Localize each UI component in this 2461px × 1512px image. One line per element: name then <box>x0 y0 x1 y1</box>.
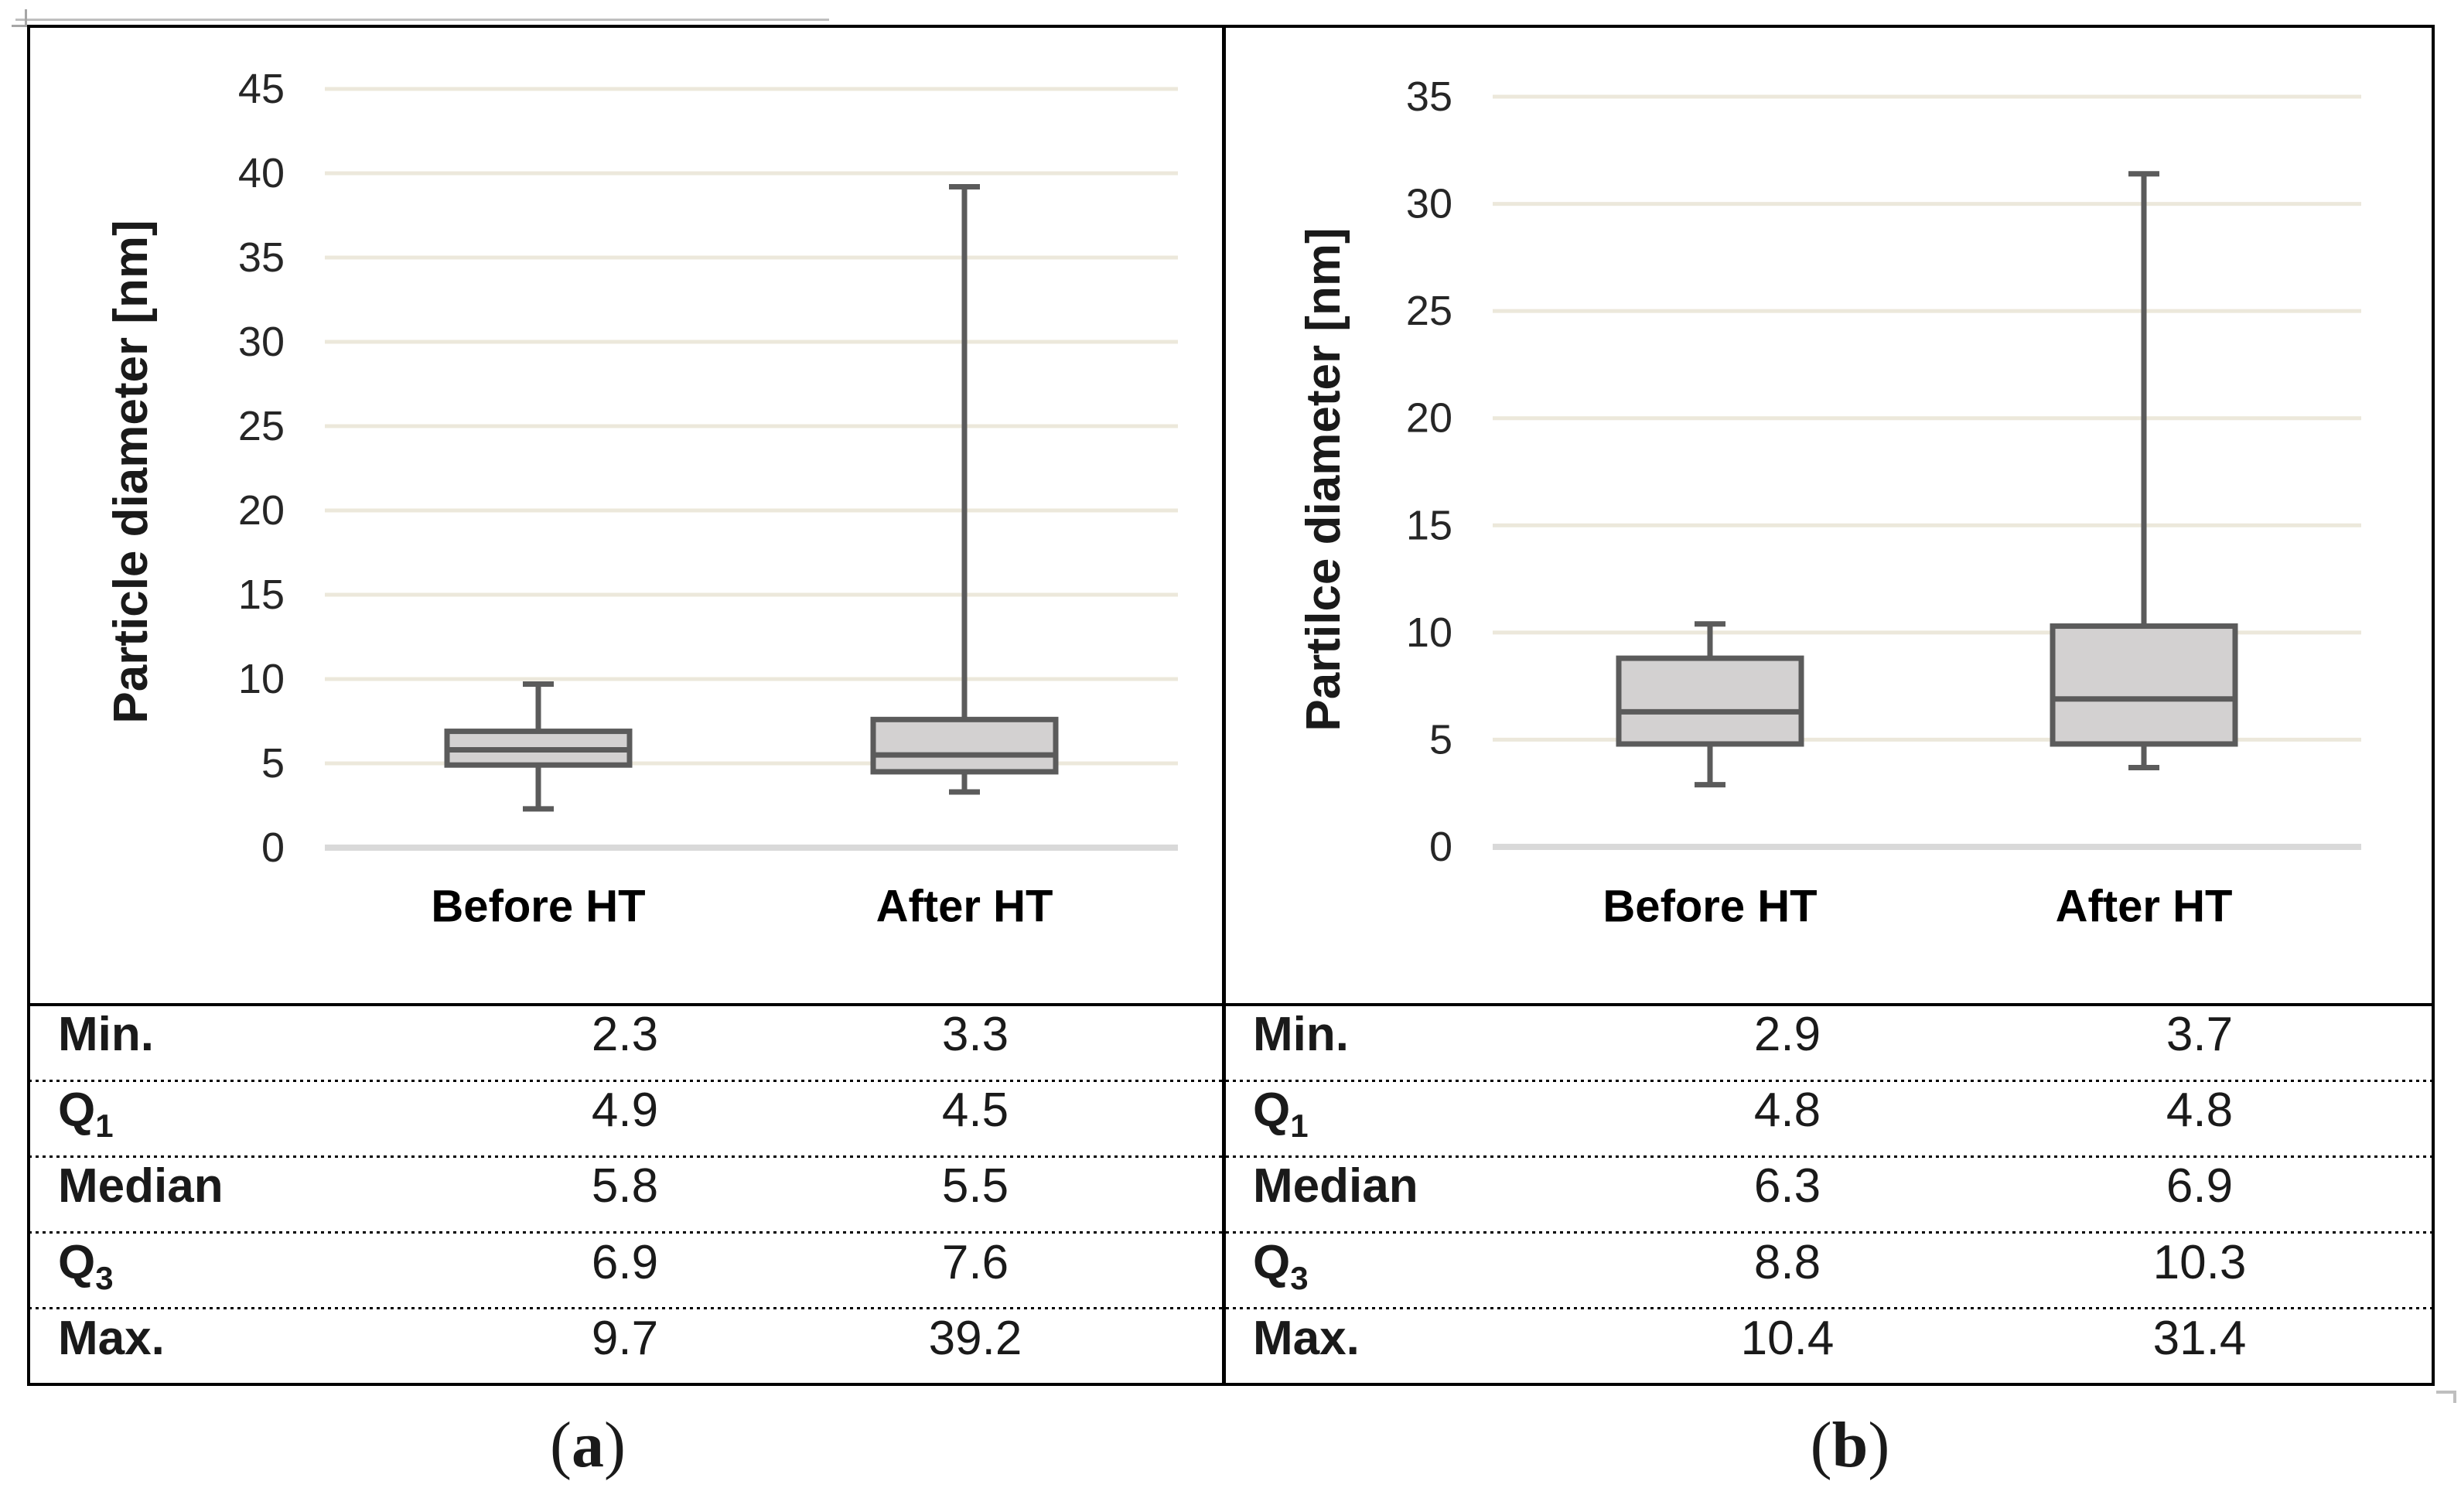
stat-value: 6.9 <box>591 1235 659 1289</box>
y-tick-label: 15 <box>1406 502 1452 548</box>
stat-value: 10.3 <box>2152 1235 2247 1289</box>
panel-caption-b: (b) <box>1811 1411 1890 1480</box>
figure-border <box>27 25 2435 1386</box>
stat-value: 6.9 <box>2166 1159 2234 1213</box>
table-corner-mark <box>12 25 27 27</box>
stat-label: Q1 <box>1253 1084 1309 1145</box>
stat-label: Median <box>58 1159 224 1213</box>
y-tick-label: 15 <box>238 572 285 618</box>
table-row-separator <box>29 1231 2433 1234</box>
category-label: Before HT <box>431 882 645 932</box>
stat-label: Max. <box>58 1311 165 1365</box>
iqr-box <box>2050 623 2238 747</box>
caption-paren: ( <box>1810 1409 1832 1481</box>
table-row-separator <box>29 1307 2433 1309</box>
box-whisker-before-ht <box>1616 621 1804 788</box>
y-tick-label: 25 <box>1406 288 1452 334</box>
y-tick-label: 40 <box>238 150 285 196</box>
y-tick-label: 5 <box>261 740 285 787</box>
panel-caption-a: (a) <box>550 1411 626 1480</box>
panel-a-chart: 0 5 10 15 20 25 30 35 40 45 Before HT After HT <box>238 66 1178 932</box>
iqr-box <box>870 716 1059 775</box>
box-whisker-before-ht <box>444 681 633 812</box>
stat-label-subscript: 3 <box>1290 1259 1309 1296</box>
table-corner-mark <box>25 9 27 26</box>
stat-value: 9.7 <box>591 1311 659 1365</box>
stat-value: 5.8 <box>591 1159 659 1213</box>
document-top-rule <box>15 19 829 21</box>
stat-value: 10.4 <box>1740 1311 1835 1365</box>
category-label: After HT <box>876 882 1053 932</box>
stat-value: 31.4 <box>2152 1311 2247 1365</box>
stat-label-subscript: 1 <box>1290 1108 1309 1145</box>
caption-letter: a <box>572 1409 604 1481</box>
stat-value: 8.8 <box>1753 1235 1821 1289</box>
caption-paren: ( <box>550 1409 572 1481</box>
stat-value: 2.3 <box>591 1008 659 1061</box>
stat-value: 3.7 <box>2166 1008 2234 1061</box>
table-row-separator <box>29 1080 2433 1082</box>
category-label: Before HT <box>1603 882 1817 932</box>
box-whisker-after-ht <box>2050 171 2238 770</box>
y-tick-label: 0 <box>1429 824 1452 870</box>
y-axis-title-b: Partilce diameter [nm] <box>1297 227 1350 732</box>
panel-b-chart: 0 5 10 15 20 25 30 35 Before HT After HT <box>1406 73 2361 932</box>
table-row-separator <box>29 1155 2433 1158</box>
y-tick-label: 5 <box>1429 716 1452 763</box>
stat-value: 4.5 <box>941 1084 1009 1138</box>
stat-value: 5.5 <box>941 1159 1009 1213</box>
table-top-border <box>27 1003 2435 1006</box>
y-tick-label: 30 <box>238 319 285 365</box>
y-tick-label: 20 <box>238 487 285 534</box>
stat-label-subscript: 3 <box>95 1259 114 1296</box>
stat-value: 4.8 <box>2166 1084 2234 1138</box>
y-tick-label: 30 <box>1406 181 1452 227</box>
stat-value: 39.2 <box>928 1311 1022 1365</box>
caption-paren: ) <box>604 1409 626 1481</box>
caption-paren: ) <box>1868 1409 1890 1481</box>
y-tick-label: 35 <box>1406 73 1452 120</box>
y-tick-label: 45 <box>238 66 285 112</box>
stat-value: 2.9 <box>1753 1008 1821 1061</box>
y-tick-label: 35 <box>238 234 285 281</box>
stat-label: Min. <box>58 1008 154 1061</box>
stat-value: 7.6 <box>941 1235 1009 1289</box>
iqr-box <box>1616 655 1804 747</box>
table-resize-handle <box>2453 1391 2456 1403</box>
stat-label: Max. <box>1253 1311 1360 1365</box>
y-tick-label: 10 <box>1406 609 1452 656</box>
y-tick-label: 20 <box>1406 395 1452 442</box>
stat-value: 3.3 <box>941 1008 1009 1061</box>
stat-label: Q3 <box>1253 1235 1309 1296</box>
stat-label-subscript: 1 <box>95 1108 114 1145</box>
stat-label: Q3 <box>58 1235 114 1296</box>
stat-value: 6.3 <box>1753 1159 1821 1213</box>
y-axis-title-a: Particle diameter [nm] <box>104 220 158 724</box>
y-tick-label: 25 <box>238 403 285 449</box>
table-resize-handle <box>2436 1391 2456 1394</box>
caption-letter: b <box>1831 1409 1869 1481</box>
stat-value: 4.8 <box>1753 1084 1821 1138</box>
stat-value: 4.9 <box>591 1084 659 1138</box>
stat-label: Median <box>1253 1159 1418 1213</box>
panel-divider <box>1222 25 1226 1386</box>
y-tick-label: 0 <box>261 824 285 871</box>
stat-label: Q1 <box>58 1084 114 1145</box>
box-whisker-after-ht <box>870 183 1059 795</box>
category-label: After HT <box>2056 882 2233 932</box>
y-tick-label: 10 <box>238 656 285 702</box>
stat-label: Min. <box>1253 1008 1349 1061</box>
